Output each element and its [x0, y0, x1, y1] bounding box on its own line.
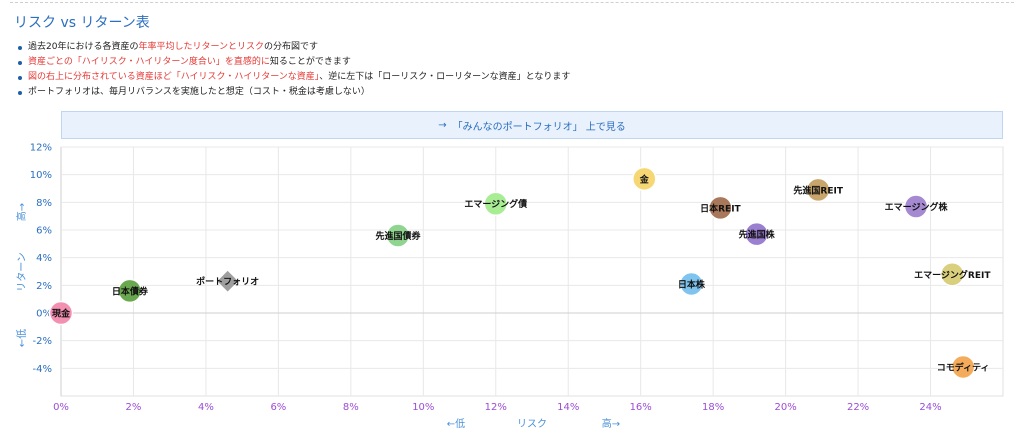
- data-point-label: エマージング債: [464, 198, 527, 210]
- x-axis-low-label: ←低: [447, 417, 465, 430]
- data-point: [708, 195, 733, 221]
- data-point-label: 日本REIT: [700, 202, 741, 214]
- note-text: ポートフォリオは、毎月リバランスを実施したと想定（コスト・税金は考慮しない）: [28, 87, 370, 97]
- data-point-label: ポートフォリオ: [196, 276, 259, 288]
- y-axis-high-label: 高→: [15, 203, 28, 221]
- y-tick-label: -2%: [33, 336, 52, 347]
- y-tick-label: 8%: [36, 198, 52, 209]
- data-point-label: エマージング株: [885, 201, 949, 213]
- y-axis-low-label: ←低: [15, 329, 28, 347]
- x-tick-label: 14%: [557, 402, 579, 413]
- y-tick-label: 2%: [36, 281, 52, 292]
- note-text: の分布図です: [264, 42, 319, 52]
- highlight-text: 資産ごとの「ハイリスク・ハイリターン度合い」を直感的に: [28, 57, 270, 67]
- data-point: [632, 166, 657, 192]
- x-tick-label: 22%: [847, 402, 869, 413]
- y-tick-label: 6%: [36, 226, 52, 237]
- data-point-label: 金: [639, 173, 650, 185]
- x-tick-label: 20%: [774, 402, 796, 413]
- data-point: [117, 278, 143, 304]
- page-title: リスク vs リターン表: [14, 15, 150, 31]
- x-tick-label: 8%: [343, 402, 359, 413]
- note-text: 過去20年における各資産の: [28, 42, 139, 52]
- data-point: [903, 194, 929, 219]
- data-point-label: 現金: [52, 308, 71, 320]
- data-point-label: エマージングREIT: [914, 269, 991, 281]
- data-point: [940, 262, 965, 287]
- view-portfolio-button[interactable]: → 「みんなのポートフォリオ」 上で見る: [61, 111, 1003, 139]
- y-tick-label: 0%: [36, 309, 52, 320]
- highlight-text: 図の右上に分布されている資産ほど「ハイリスク・ハイリターンな資産」: [28, 72, 320, 82]
- arrow-right-icon: →: [438, 119, 447, 131]
- note-text: 、逆に左下は「ローリスク・ローリターンな資産」となります: [319, 72, 571, 82]
- description-list: 過去20年における各資産の年率平均したリターンとリスクの分布図です 資産ごとの「ハ…: [16, 40, 570, 100]
- top-divider: [10, 2, 1014, 3]
- x-tick-label: 2%: [126, 402, 142, 413]
- x-tick-label: 0%: [53, 402, 69, 413]
- x-axis-high-label: 高→: [602, 417, 620, 430]
- data-point: [48, 300, 74, 326]
- y-tick-label: 12%: [30, 143, 52, 154]
- x-tick-label: 12%: [485, 402, 507, 413]
- data-point-label: 先進国株: [739, 229, 776, 241]
- data-point-label: 日本債券: [112, 285, 149, 297]
- data-point: [483, 191, 509, 216]
- x-tick-label: 4%: [198, 402, 214, 413]
- data-point-label: 先進国債券: [375, 230, 421, 242]
- data-point-label: コモディティ: [937, 361, 990, 373]
- x-tick-label: 16%: [630, 402, 652, 413]
- data-point: [385, 223, 411, 248]
- data-point-label: 日本株: [678, 278, 706, 290]
- data-point: [744, 221, 769, 247]
- plot-area: [60, 146, 1004, 397]
- x-tick-label: 6%: [270, 402, 286, 413]
- data-point: [679, 271, 704, 297]
- data-point: [805, 177, 831, 203]
- data-point-diamond: [215, 269, 240, 293]
- y-tick-label: 4%: [36, 253, 52, 264]
- note-text: 知ることができます: [269, 57, 351, 67]
- y-tick-label: -4%: [33, 364, 52, 375]
- description-item: ポートフォリオは、毎月リバランスを実施したと想定（コスト・税金は考慮しない）: [16, 85, 570, 100]
- data-point-label: 先進国REIT: [793, 184, 843, 196]
- data-point: [950, 354, 976, 380]
- y-axis-label: リターン: [16, 252, 28, 292]
- x-tick-label: 18%: [702, 402, 724, 413]
- description-item: 過去20年における各資産の年率平均したリターンとリスクの分布図です: [16, 40, 570, 55]
- view-portfolio-label: 「みんなのポートフォリオ」 上で見る: [452, 121, 626, 133]
- y-tick-label: 10%: [30, 170, 52, 181]
- description-item: 図の右上に分布されている資産ほど「ハイリスク・ハイリターンな資産」、逆に左下は「…: [16, 70, 570, 85]
- x-tick-label: 10%: [412, 402, 434, 413]
- highlight-text: 年率平均したリターンとリスク: [138, 42, 265, 52]
- description-item: 資産ごとの「ハイリスク・ハイリターン度合い」を直感的に知ることができます: [16, 55, 570, 70]
- x-axis-label: リスク: [517, 418, 547, 430]
- x-tick-label: 24%: [919, 402, 941, 413]
